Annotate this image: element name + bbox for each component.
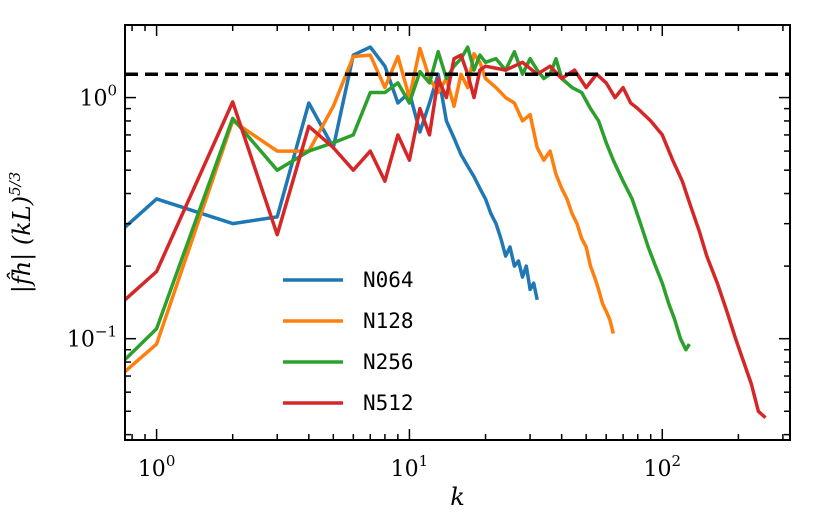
axes-frame bbox=[124, 24, 791, 441]
x-tick-label: 100 bbox=[138, 452, 176, 482]
series-line-n128 bbox=[125, 46, 615, 373]
y-tick-label: 100 bbox=[79, 82, 117, 112]
legend-label-n064: N064 bbox=[363, 268, 414, 292]
series-line-n064 bbox=[125, 45, 539, 301]
series-line-n512 bbox=[125, 53, 767, 419]
x-axis-label: k bbox=[450, 483, 465, 511]
y-tick-label: 10−1 bbox=[67, 323, 117, 353]
x-tick-label: 101 bbox=[391, 452, 429, 482]
legend-label-n256: N256 bbox=[363, 350, 414, 374]
legend-label-n128: N128 bbox=[363, 309, 414, 333]
labels-layer: 100 101 102 10−1 100 k |f̂h| (kL)5/3 bbox=[6, 82, 681, 511]
legend-label-n512: N512 bbox=[363, 391, 414, 415]
y-axis-label: |f̂h| (kL)5/3 bbox=[6, 172, 37, 294]
x-tick-label: 102 bbox=[644, 452, 682, 482]
series-layer bbox=[125, 45, 767, 419]
legend: N064 N128 N256 N512 bbox=[283, 268, 414, 415]
